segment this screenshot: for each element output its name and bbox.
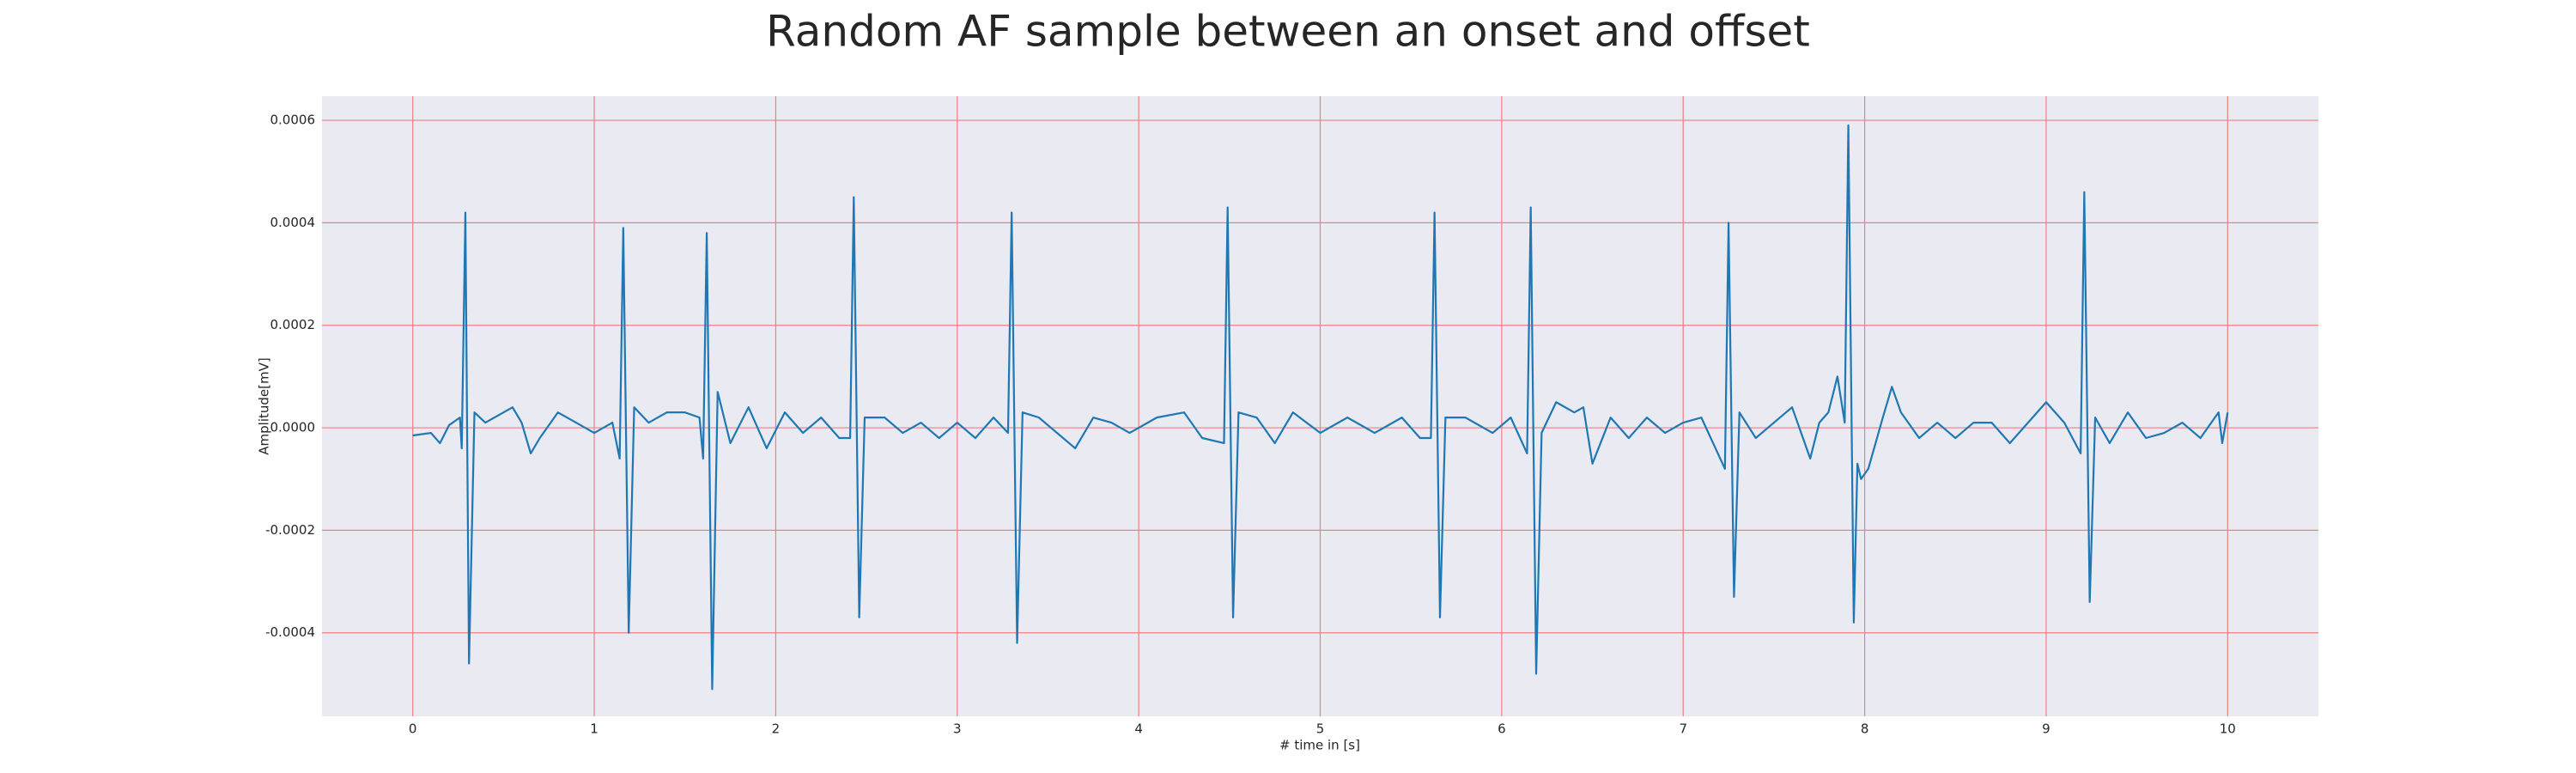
line-series xyxy=(412,124,2229,691)
y-tick-label: 0.0006 xyxy=(270,113,316,128)
x-tick-label: 10 xyxy=(2220,721,2236,737)
y-tick-label: 0.0004 xyxy=(270,215,316,230)
x-tick-label: 2 xyxy=(772,721,781,737)
y-axis-label: Amplitude[mV] xyxy=(257,357,272,454)
x-tick-label: 8 xyxy=(1861,721,1869,737)
y-tick-label: -0.0002 xyxy=(265,522,315,538)
x-tick-label: 6 xyxy=(1498,721,1506,737)
y-tick-label: -0.0004 xyxy=(265,624,315,640)
x-tick-label: 9 xyxy=(2042,721,2050,737)
x-axis-label: # time in [s] xyxy=(1279,738,1360,753)
x-tick-label: 7 xyxy=(1679,721,1687,737)
x-tick-label: 5 xyxy=(1316,721,1325,737)
y-tick-label: 0.0000 xyxy=(270,420,316,435)
x-tick-label: 1 xyxy=(590,721,598,737)
x-tick-label: 3 xyxy=(953,721,962,737)
chart-title: Random AF sample between an onset and of… xyxy=(766,7,1810,57)
x-tick-label: 4 xyxy=(1134,721,1143,737)
x-tick-label: 0 xyxy=(409,721,417,737)
y-tick-label: 0.0002 xyxy=(270,317,316,332)
